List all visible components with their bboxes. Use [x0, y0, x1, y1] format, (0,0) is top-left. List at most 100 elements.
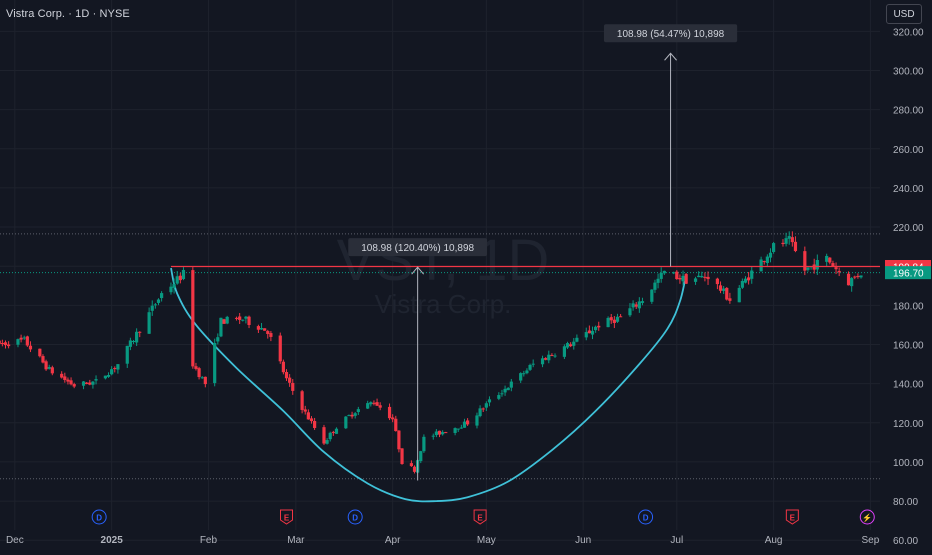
candle-body[interactable]	[640, 301, 645, 303]
candle-body[interactable]	[672, 272, 676, 274]
candle-body[interactable]	[631, 303, 635, 308]
candle-body[interactable]	[191, 270, 195, 367]
candle-body[interactable]	[197, 368, 201, 378]
candle-body[interactable]	[7, 344, 11, 347]
candle-body[interactable]	[331, 431, 335, 433]
candle-body[interactable]	[781, 242, 785, 245]
candle-body[interactable]	[584, 332, 588, 338]
candle-body[interactable]	[0, 342, 4, 344]
candle-body[interactable]	[256, 326, 261, 330]
candle-body[interactable]	[637, 301, 641, 309]
candle-body[interactable]	[303, 409, 307, 412]
candle-body[interactable]	[391, 417, 395, 420]
candle-body[interactable]	[509, 381, 513, 388]
candle-body[interactable]	[347, 415, 351, 417]
candle-body[interactable]	[300, 391, 304, 410]
candle-body[interactable]	[325, 440, 329, 444]
candle-body[interactable]	[281, 361, 285, 373]
candle-body[interactable]	[525, 370, 529, 374]
candle-body[interactable]	[700, 276, 704, 278]
candle-body[interactable]	[531, 363, 535, 365]
candle-body[interactable]	[147, 312, 151, 334]
candle-body[interactable]	[612, 319, 616, 323]
candle-body[interactable]	[306, 412, 310, 420]
candle-body[interactable]	[478, 408, 482, 417]
candle-body[interactable]	[110, 369, 114, 375]
candle-body[interactable]	[160, 293, 164, 299]
candle-body[interactable]	[313, 421, 317, 428]
candle-body[interactable]	[372, 402, 376, 404]
candle-body[interactable]	[50, 367, 54, 374]
dividend-marker[interactable]	[91, 509, 107, 525]
candle-body[interactable]	[66, 379, 70, 382]
candle-body[interactable]	[88, 382, 92, 385]
candle-body[interactable]	[153, 304, 157, 306]
candle-body[interactable]	[28, 345, 33, 350]
candle-body[interactable]	[703, 276, 707, 278]
candle-body[interactable]	[103, 375, 108, 379]
candle-body[interactable]	[590, 330, 595, 335]
candle-body[interactable]	[334, 428, 339, 434]
candle-body[interactable]	[322, 427, 326, 444]
candle-body[interactable]	[484, 403, 488, 408]
candle-body[interactable]	[750, 270, 754, 279]
candle-body[interactable]	[350, 414, 354, 417]
candle-body[interactable]	[519, 373, 523, 381]
candle-body[interactable]	[128, 340, 132, 347]
candle-body[interactable]	[444, 432, 448, 434]
candle-body[interactable]	[740, 280, 744, 288]
candle-body[interactable]	[540, 358, 545, 365]
candle-body[interactable]	[837, 270, 841, 273]
candle-body[interactable]	[722, 288, 726, 291]
earnings-marker[interactable]	[785, 509, 799, 525]
candle-body[interactable]	[653, 282, 657, 290]
candle-body[interactable]	[675, 271, 679, 280]
candle-body[interactable]	[697, 275, 701, 278]
candle-body[interactable]	[784, 238, 788, 244]
candle-body[interactable]	[200, 377, 204, 379]
candle-body[interactable]	[825, 255, 829, 262]
candle-body[interactable]	[259, 327, 264, 330]
candle-body[interactable]	[238, 316, 242, 320]
candle-body[interactable]	[768, 252, 773, 258]
candle-body[interactable]	[475, 415, 479, 426]
candle-body[interactable]	[225, 316, 229, 324]
candle-body[interactable]	[500, 393, 504, 395]
candle-body[interactable]	[16, 339, 20, 345]
candle-body[interactable]	[419, 451, 423, 462]
candle-body[interactable]	[594, 326, 598, 331]
candle-body[interactable]	[856, 275, 860, 277]
candle-body[interactable]	[462, 421, 467, 428]
candle-body[interactable]	[725, 287, 729, 300]
candle-body[interactable]	[284, 372, 289, 379]
candle-body[interactable]	[400, 448, 404, 464]
candle-body[interactable]	[684, 274, 688, 284]
candle-body[interactable]	[634, 304, 638, 307]
cup-curve[interactable]	[170, 267, 688, 503]
earnings-marker[interactable]	[280, 509, 294, 525]
currency-button[interactable]: USD	[886, 4, 922, 24]
candle-body[interactable]	[25, 336, 29, 346]
candle-body[interactable]	[0, 340, 1, 344]
candle-body[interactable]	[378, 405, 382, 408]
split-marker[interactable]	[859, 509, 875, 525]
candle-body[interactable]	[715, 278, 719, 285]
candle-body[interactable]	[762, 261, 766, 263]
candle-body[interactable]	[831, 263, 835, 267]
candle-body[interactable]	[156, 299, 161, 303]
candle-body[interactable]	[481, 408, 485, 410]
candle-body[interactable]	[453, 428, 457, 433]
candle-body[interactable]	[437, 430, 442, 435]
candle-body[interactable]	[309, 418, 314, 422]
candle-body[interactable]	[565, 343, 570, 348]
candle-body[interactable]	[203, 376, 207, 385]
candle-body[interactable]	[366, 403, 370, 409]
candle-body[interactable]	[547, 354, 551, 361]
candle-body[interactable]	[503, 388, 507, 393]
candle-body[interactable]	[828, 257, 832, 263]
candle-body[interactable]	[597, 325, 601, 328]
candle-body[interactable]	[431, 435, 435, 437]
candle-body[interactable]	[328, 432, 332, 440]
candle-body[interactable]	[266, 331, 270, 334]
